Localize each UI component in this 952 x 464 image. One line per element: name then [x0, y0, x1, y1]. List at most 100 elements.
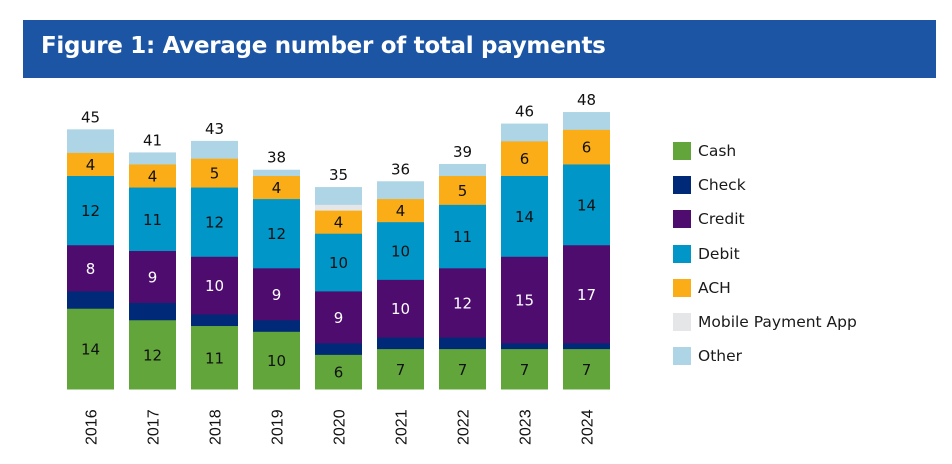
total-label-2018: 43 [205, 120, 224, 138]
bar-segment-credit-2020 [315, 290, 362, 344]
legend-swatch-cash [673, 142, 691, 161]
bar-2024: 7 17 14 6 [563, 112, 610, 390]
bar-segment-check-2021 [377, 337, 424, 350]
bar-segment-debit-2018 [191, 187, 238, 257]
bar-segment-debit-2021 [377, 221, 424, 280]
data-label-credit-2023: 15 [515, 292, 534, 310]
x-tick-label-2022: 2022 [456, 409, 473, 445]
bar-segment-ach-2016 [67, 152, 114, 177]
legend-label-check: Check [698, 176, 746, 195]
total-label-2021: 36 [391, 160, 410, 178]
total-label-2016: 45 [81, 108, 100, 126]
data-label-debit-2019: 12 [267, 225, 286, 243]
bar-segment-credit-2021 [377, 279, 424, 338]
bar-segment-other-2019 [253, 169, 300, 177]
bar-segment-cash-2024 [563, 348, 610, 390]
data-label-credit-2024: 17 [577, 286, 596, 304]
bar-segment-check-2020 [315, 342, 362, 355]
bar-segment-other-2023 [501, 123, 548, 142]
bar-segment-ach-2023 [501, 140, 548, 177]
data-label-ach-2021: 4 [396, 202, 406, 220]
bar-segment-check-2017 [129, 302, 176, 321]
data-label-debit-2024: 14 [577, 196, 596, 214]
bar-segment-check-2023 [501, 342, 548, 350]
bar-segment-debit-2020 [315, 233, 362, 292]
legend-item-credit: Credit [673, 202, 857, 236]
legend-swatch-credit [673, 210, 691, 229]
bar-segment-credit-2016 [67, 244, 114, 292]
data-label-debit-2020: 10 [329, 254, 348, 272]
bar-segment-other-2020 [315, 187, 362, 205]
data-label-debit-2022: 11 [453, 228, 472, 246]
bar-2017: 12 9 11 4 [129, 152, 176, 390]
figure-header: Figure 1: Average number of total paymen… [23, 20, 936, 78]
data-label-ach-2024: 6 [582, 139, 592, 157]
legend-item-other: Other [673, 339, 857, 373]
bar-segment-ach-2018 [191, 158, 238, 188]
bar-segment-cash-2019 [253, 331, 300, 390]
data-label-cash-2019: 10 [267, 352, 286, 370]
bar-2020: 6 9 10 4 [315, 187, 362, 390]
legend-label-credit: Credit [698, 210, 745, 229]
bar-segment-debit-2019 [253, 198, 300, 269]
bar-segment-ach-2017 [129, 163, 176, 188]
bar-segment-credit-2019 [253, 267, 300, 321]
bar-segment-cash-2018 [191, 325, 238, 390]
bar-segment-debit-2024 [563, 163, 610, 246]
bar-segment-credit-2017 [129, 250, 176, 303]
bar-segment-other-2022 [439, 163, 486, 177]
data-label-ach-2023: 6 [520, 150, 530, 168]
data-label-cash-2020: 6 [334, 364, 344, 382]
data-label-credit-2018: 10 [205, 277, 224, 295]
data-label-credit-2021: 10 [391, 300, 410, 318]
legend-item-mobile-payment-app: Mobile Payment App [673, 305, 857, 339]
bar-2022: 7 12 11 5 [439, 163, 486, 390]
legend-item-debit: Debit [673, 237, 857, 271]
data-label-ach-2022: 5 [458, 182, 468, 200]
total-label-2022: 39 [453, 143, 472, 161]
bar-segment-other-2017 [129, 152, 176, 165]
data-label-cash-2024: 7 [582, 361, 592, 379]
x-tick-label-2021: 2021 [394, 409, 411, 445]
bar-segment-ach-2019 [253, 175, 300, 200]
data-label-cash-2021: 7 [396, 361, 406, 379]
bar-segment-cash-2016 [67, 308, 114, 390]
bar-segment-ach-2024 [563, 129, 610, 165]
bar-segment-ach-2021 [377, 198, 424, 223]
data-label-debit-2017: 11 [143, 211, 162, 229]
bar-segment-check-2024 [563, 342, 610, 350]
x-tick-label-2020: 2020 [332, 409, 349, 445]
legend-swatch-debit [673, 244, 691, 263]
total-label-2024: 48 [577, 91, 596, 109]
legend-label-debit: Debit [698, 244, 740, 263]
bar-segment-other-2018 [191, 140, 238, 159]
data-label-debit-2021: 10 [391, 243, 410, 261]
data-label-debit-2023: 14 [515, 208, 534, 226]
bar-2016: 14 8 12 4 [67, 129, 114, 390]
figure-title: Figure 1: Average number of total paymen… [41, 33, 606, 59]
data-label-debit-2016: 12 [81, 202, 100, 220]
chart-legend: Cash Check Credit Debit ACH Mobile Payment Ap… [673, 134, 857, 373]
bar-segment-credit-2024 [563, 244, 610, 344]
x-tick-label-2019: 2019 [270, 409, 287, 445]
total-label-2017: 41 [143, 131, 162, 149]
data-label-ach-2016: 4 [86, 156, 96, 174]
data-label-cash-2018: 11 [205, 349, 224, 367]
bar-segment-check-2022 [439, 337, 486, 350]
data-label-cash-2017: 12 [143, 346, 162, 364]
data-label-credit-2019: 9 [272, 286, 282, 304]
bar-segment-debit-2017 [129, 187, 176, 252]
x-tick-label-2024: 2024 [580, 409, 597, 445]
bar-2021: 7 10 10 4 [377, 181, 424, 390]
data-label-cash-2016: 14 [81, 341, 100, 359]
legend-label-cash: Cash [698, 142, 737, 161]
data-label-credit-2017: 9 [148, 268, 158, 286]
data-label-credit-2022: 12 [453, 294, 472, 312]
bar-segment-ach-2020 [315, 210, 362, 234]
legend-label-ach: ACH [698, 278, 731, 297]
bar-segment-check-2016 [67, 290, 114, 309]
bar-segment-debit-2016 [67, 175, 114, 246]
data-label-ach-2018: 5 [210, 165, 220, 183]
bar-segment-credit-2022 [439, 267, 486, 338]
